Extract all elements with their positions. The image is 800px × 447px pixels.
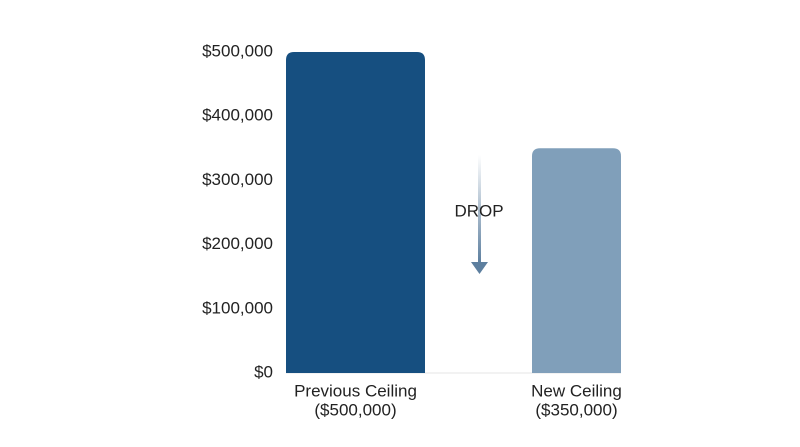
x-tick-label: ($500,000) bbox=[314, 400, 396, 419]
bar bbox=[286, 52, 425, 373]
drop-arrow-shaft bbox=[478, 155, 481, 263]
y-tick-label: $300,000 bbox=[202, 170, 273, 189]
y-tick-label: $400,000 bbox=[202, 106, 273, 125]
x-tick-label: New Ceiling bbox=[531, 381, 622, 400]
y-tick-label: $100,000 bbox=[202, 298, 273, 317]
annotation: DROP bbox=[454, 201, 503, 220]
y-tick-label: $200,000 bbox=[202, 234, 273, 253]
y-tick-label: $0 bbox=[254, 362, 273, 381]
x-tick-label: ($350,000) bbox=[535, 400, 617, 419]
x-tick-label: Previous Ceiling bbox=[294, 381, 417, 400]
bar bbox=[532, 148, 621, 373]
y-tick-label: $500,000 bbox=[202, 41, 273, 60]
drop-arrow-head bbox=[471, 262, 488, 274]
